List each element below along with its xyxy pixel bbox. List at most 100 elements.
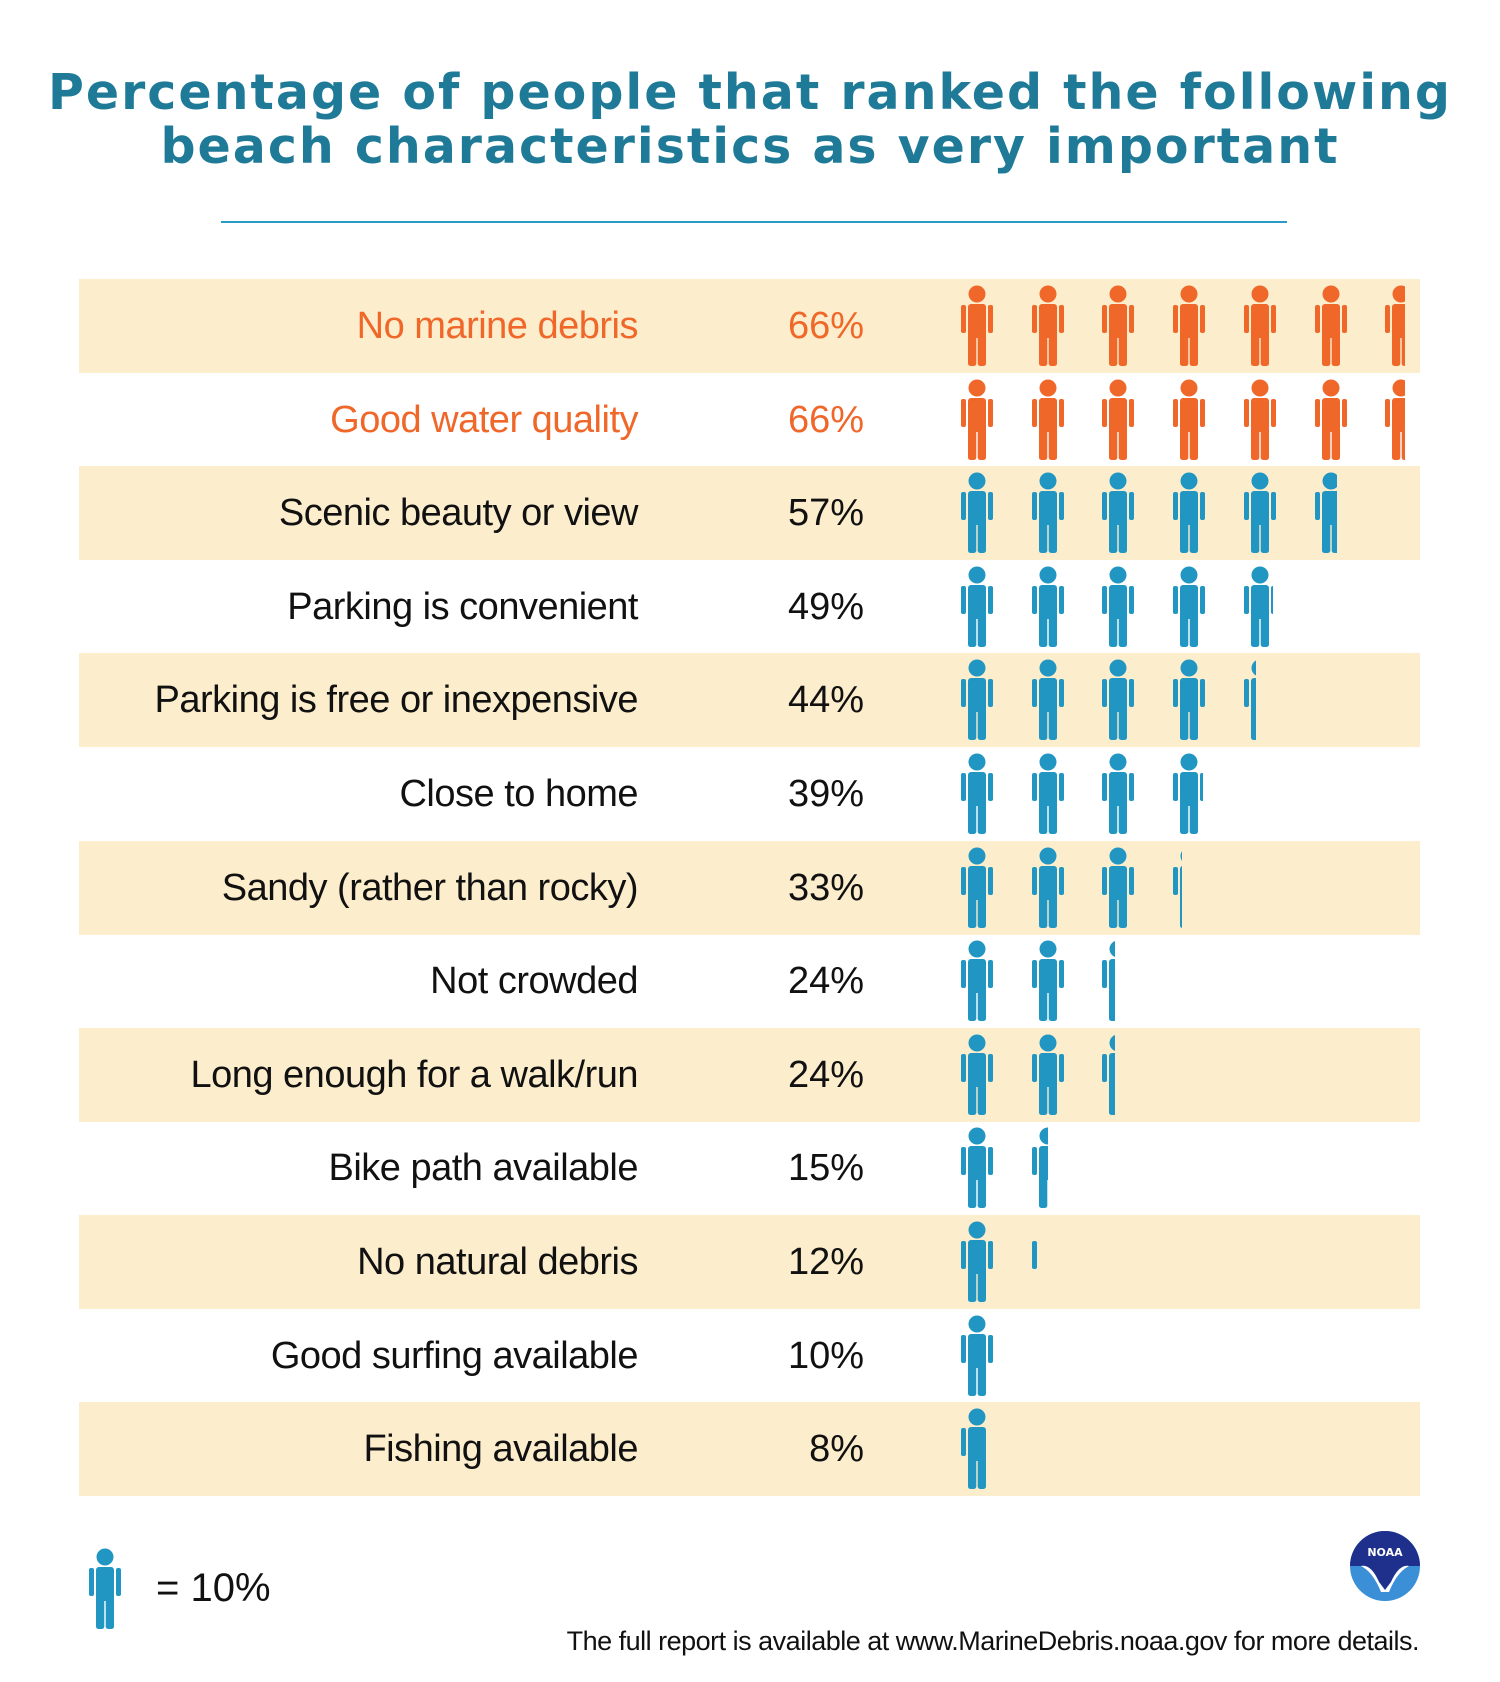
chart-row: No marine debris 66% — [79, 279, 1420, 373]
icon-bar — [960, 566, 1420, 648]
chart-row: Sandy (rather than rocky) 33% — [79, 840, 1420, 935]
icon-bar — [960, 1127, 1420, 1209]
value-label: 66% — [787, 305, 864, 347]
person-icon — [1314, 379, 1347, 460]
category-label: Close to home — [399, 773, 638, 815]
person-icon — [1314, 285, 1347, 366]
person-icon — [1031, 940, 1064, 1022]
icon-bar — [960, 1221, 1420, 1303]
person-icon — [1031, 753, 1064, 834]
person-icon — [1031, 379, 1064, 460]
person-icon — [961, 379, 993, 460]
category-label: Long enough for a walk/run — [190, 1053, 638, 1096]
value-label: 33% — [787, 866, 864, 909]
person-icon — [1243, 472, 1276, 554]
partial-person-icon — [1102, 1035, 1115, 1115]
chart-row: Good surfing available 10% — [79, 1309, 1420, 1403]
person-icon — [1102, 472, 1135, 554]
chart-row: Bike path available 15% — [79, 1121, 1420, 1215]
person-icon — [1173, 379, 1206, 460]
value-label: 10% — [787, 1334, 864, 1377]
person-icon — [1031, 566, 1064, 647]
person-icon — [961, 566, 993, 647]
partial-person-icon — [1031, 1241, 1037, 1269]
category-label: Not crowded — [430, 960, 638, 1003]
chart-row: Not crowded 24% — [79, 934, 1420, 1028]
title-divider — [221, 221, 1287, 223]
person-icon — [1031, 472, 1064, 554]
value-label: 8% — [809, 1428, 864, 1471]
footer-note: The full report is available at www.Mari… — [566, 1626, 1420, 1656]
person-icon — [1173, 566, 1206, 647]
icon-bar — [960, 285, 1420, 367]
chart-title-line-2: beach characteristics as very important — [160, 118, 1340, 175]
icon-bar — [960, 379, 1420, 461]
category-label: Sandy (rather than rocky) — [221, 866, 639, 909]
partial-person-icon — [1243, 660, 1257, 741]
person-icon — [961, 1315, 993, 1396]
person-icon — [961, 1127, 993, 1209]
person-icon — [961, 753, 993, 834]
person-icon — [1173, 285, 1206, 366]
svg-text:NOAA: NOAA — [1367, 1546, 1403, 1559]
value-label: 39% — [787, 773, 864, 815]
value-label: 66% — [787, 398, 864, 441]
person-icon — [1173, 659, 1206, 741]
partial-person-icon — [1173, 850, 1183, 928]
person-icon — [1031, 285, 1064, 366]
person-icon — [1102, 659, 1135, 741]
category-label: Fishing available — [363, 1428, 638, 1471]
person-icon — [961, 940, 993, 1022]
icon-bar — [960, 1408, 1420, 1490]
chart-row: Good water quality 66% — [79, 373, 1420, 467]
value-label: 24% — [787, 1053, 864, 1096]
category-label: Parking is free or inexpensive — [154, 679, 639, 722]
category-label: Scenic beauty or view — [278, 492, 639, 535]
person-icon — [1031, 1034, 1064, 1115]
person-icon — [961, 285, 993, 366]
value-label: 49% — [787, 585, 864, 628]
person-icon — [1243, 285, 1276, 366]
person-icon-legend — [89, 1548, 121, 1629]
person-icon — [961, 847, 993, 928]
legend-label: = 10% — [156, 1566, 271, 1610]
icon-bar — [960, 847, 1420, 929]
person-icon — [1102, 847, 1135, 928]
person-icon — [961, 1221, 993, 1302]
value-label: 24% — [787, 960, 864, 1003]
person-icon — [961, 472, 993, 554]
person-icon — [1102, 285, 1135, 366]
partial-person-icon — [1173, 753, 1203, 834]
category-label: Bike path available — [328, 1147, 639, 1190]
person-icon — [1102, 379, 1135, 460]
partial-person-icon — [1385, 285, 1405, 366]
category-label: Good surfing available — [270, 1334, 639, 1377]
icon-bar — [960, 472, 1420, 554]
person-icon — [1031, 847, 1064, 928]
partial-person-icon — [1385, 379, 1405, 460]
icon-bar — [960, 940, 1420, 1022]
partial-person-icon — [1102, 941, 1115, 1022]
person-icon — [1173, 472, 1206, 554]
value-label: 57% — [787, 492, 864, 535]
person-icon — [1243, 379, 1276, 460]
chart-row: No natural debris 12% — [79, 1215, 1420, 1309]
partial-person-icon — [1314, 472, 1338, 554]
chart-row: Parking is convenient 49% — [79, 560, 1420, 654]
chart-title-line-1: Percentage of people that ranked the fol… — [48, 64, 1452, 121]
noaa-logo: NOAA — [1350, 1531, 1420, 1601]
partial-person-icon — [1243, 566, 1274, 647]
chart-row: Close to home 39% — [79, 747, 1420, 841]
partial-person-icon — [1031, 1127, 1048, 1209]
category-label: Parking is convenient — [287, 585, 638, 628]
category-label: Good water quality — [330, 398, 638, 441]
person-icon — [1102, 566, 1135, 647]
value-label: 12% — [787, 1241, 864, 1283]
chart-row: Parking is free or inexpensive 44% — [79, 653, 1420, 748]
person-icon — [1031, 659, 1064, 741]
icon-bar — [960, 753, 1420, 835]
partial-person-icon — [960, 1408, 986, 1490]
icon-bar — [960, 659, 1420, 741]
chart-row: Fishing available 8% — [79, 1402, 1420, 1497]
